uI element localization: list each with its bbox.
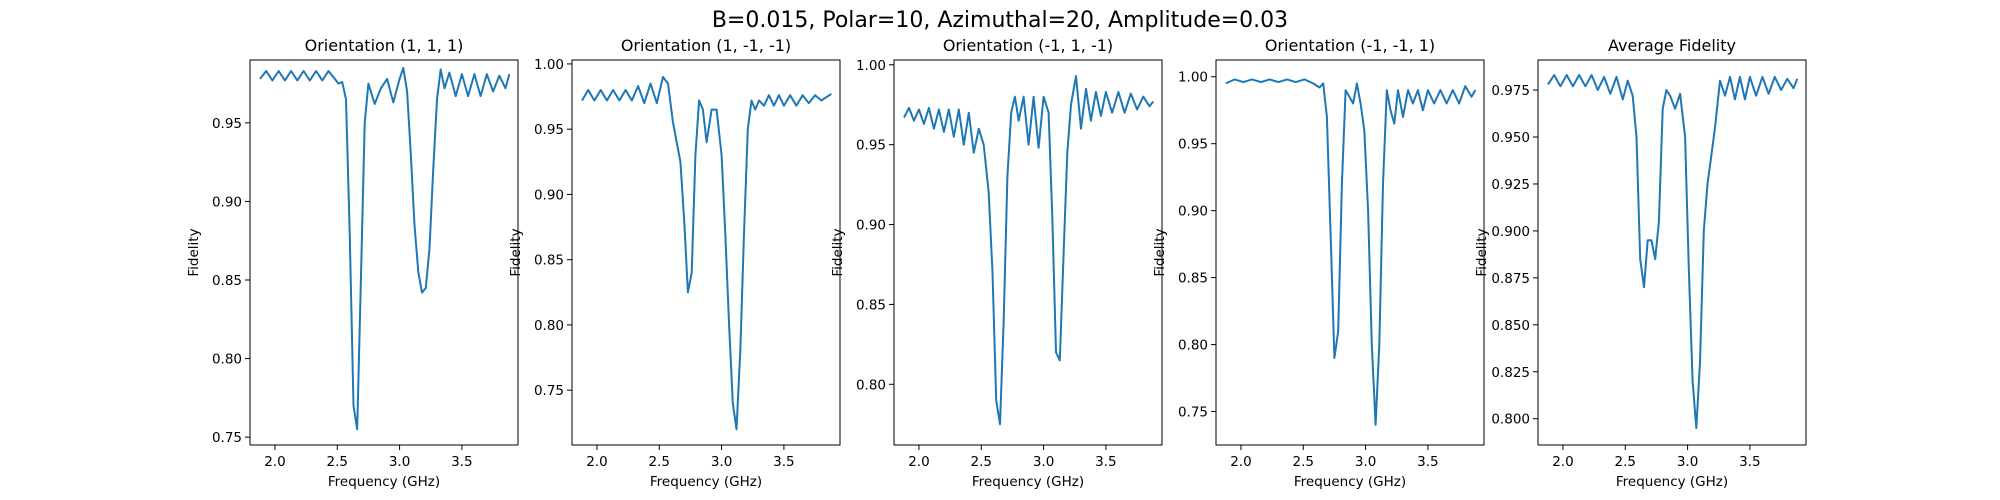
axes-frame xyxy=(1537,59,1807,446)
x-axis-label: Frequency (GHz) xyxy=(650,474,762,490)
y-tick-label: 0.95 xyxy=(1178,137,1208,153)
x-tick-label: 2.0 xyxy=(1230,454,1251,470)
subplot-title: Orientation (1, -1, -1) xyxy=(621,36,791,55)
axes-frame xyxy=(1215,59,1485,446)
x-tick-label: 2.5 xyxy=(649,454,670,470)
x-axis-label: Frequency (GHz) xyxy=(328,474,440,490)
series-line xyxy=(259,66,511,431)
x-tick-label: 3.5 xyxy=(451,454,472,470)
x-tick-label: 2.5 xyxy=(971,454,992,470)
y-tick-label: 0.925 xyxy=(1491,177,1530,193)
subplot-3: 2.0 2.5 3.0 3.5 0.80 0.85 0.90 0.95 1.00 Orientat… xyxy=(830,36,1163,490)
y-tick-label: 0.85 xyxy=(212,273,242,289)
y-tick-label: 0.800 xyxy=(1491,412,1530,428)
axes-frame xyxy=(571,59,841,446)
x-axis-label: Frequency (GHz) xyxy=(1294,474,1406,490)
y-tick-label: 0.75 xyxy=(534,383,564,399)
x-tick-label: 3.0 xyxy=(1355,454,1376,470)
axes-frame xyxy=(893,59,1163,446)
y-tick-label: 0.95 xyxy=(534,122,564,138)
figure-suptitle: B=0.015, Polar=10, Azimuthal=20, Amplitu… xyxy=(712,8,1288,33)
y-axis-label: Fidelity xyxy=(1152,228,1168,276)
subplot-title: Orientation (1, 1, 1) xyxy=(305,36,464,55)
x-tick-label: 3.5 xyxy=(1095,454,1116,470)
y-axis-label: Fidelity xyxy=(508,228,524,276)
y-tick-label: 0.90 xyxy=(212,194,242,210)
x-tick-label: 3.0 xyxy=(389,454,410,470)
y-tick-label: 1.00 xyxy=(856,58,886,74)
x-tick-label: 3.0 xyxy=(1033,454,1054,470)
x-tick-label: 3.0 xyxy=(1677,454,1698,470)
series-line xyxy=(581,76,832,431)
subplot-5: 2.0 2.5 3.0 3.5 0.800 0.825 0.850 0.875 0.900 0.9… xyxy=(1474,36,1807,490)
y-tick-label: 0.90 xyxy=(534,187,564,203)
series-line xyxy=(1547,74,1799,430)
y-tick-label: 0.95 xyxy=(856,138,886,154)
y-tick-label: 0.80 xyxy=(212,352,242,368)
subplot-4: 2.0 2.5 3.0 3.5 0.75 0.80 0.85 0.90 0.95 1.00 Orie… xyxy=(1152,36,1485,490)
x-tick-label: 2.0 xyxy=(586,454,607,470)
y-tick-label: 0.900 xyxy=(1491,224,1530,240)
x-axis-label: Frequency (GHz) xyxy=(972,474,1084,490)
y-tick-label: 0.85 xyxy=(534,253,564,269)
y-tick-label: 0.950 xyxy=(1491,130,1530,146)
x-tick-label: 2.5 xyxy=(1293,454,1314,470)
series-line xyxy=(903,75,1155,426)
y-tick-label: 0.75 xyxy=(1178,405,1208,421)
y-tick-label: 0.85 xyxy=(856,297,886,313)
x-tick-label: 3.0 xyxy=(711,454,732,470)
y-tick-label: 0.80 xyxy=(534,318,564,334)
y-tick-label: 1.00 xyxy=(1178,70,1208,86)
x-tick-label: 2.0 xyxy=(1552,454,1573,470)
y-axis-label: Fidelity xyxy=(830,228,846,276)
y-tick-label: 1.00 xyxy=(534,57,564,73)
x-tick-label: 2.0 xyxy=(908,454,929,470)
subplot-2: 2.0 2.5 3.0 3.5 0.75 0.80 0.85 0.90 0.95 1.00 Orie… xyxy=(508,36,841,490)
subplot-title: Average Fidelity xyxy=(1608,36,1736,55)
axes-frame xyxy=(249,59,519,446)
y-tick-label: 0.850 xyxy=(1491,318,1530,334)
x-tick-label: 2.5 xyxy=(327,454,348,470)
y-tick-label: 0.85 xyxy=(1178,271,1208,287)
y-tick-label: 0.80 xyxy=(856,377,886,393)
x-tick-label: 2.0 xyxy=(264,454,285,470)
x-tick-label: 3.5 xyxy=(773,454,794,470)
series-line xyxy=(1225,78,1477,426)
y-tick-label: 0.975 xyxy=(1491,83,1530,99)
x-tick-label: 2.5 xyxy=(1615,454,1636,470)
y-tick-label: 0.90 xyxy=(856,218,886,234)
subplot-title: Orientation (-1, -1, 1) xyxy=(1265,36,1435,55)
subplot-title: Orientation (-1, 1, -1) xyxy=(943,36,1113,55)
y-tick-label: 0.75 xyxy=(212,430,242,446)
subplot-1: 2.0 2.5 3.0 3.5 0.75 0.80 0.85 0.90 0.95 Orientat… xyxy=(186,36,519,490)
y-axis-label: Fidelity xyxy=(1474,228,1490,276)
y-tick-label: 0.95 xyxy=(212,116,242,132)
y-tick-label: 0.90 xyxy=(1178,204,1208,220)
x-tick-label: 3.5 xyxy=(1417,454,1438,470)
y-tick-label: 0.825 xyxy=(1491,365,1530,381)
x-tick-label: 3.5 xyxy=(1739,454,1760,470)
y-tick-label: 0.875 xyxy=(1491,271,1530,287)
y-axis-label: Fidelity xyxy=(186,228,202,276)
x-axis-label: Frequency (GHz) xyxy=(1616,474,1728,490)
y-tick-label: 0.80 xyxy=(1178,338,1208,354)
